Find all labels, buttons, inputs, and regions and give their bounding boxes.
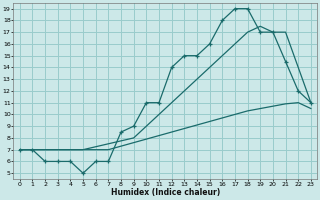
X-axis label: Humidex (Indice chaleur): Humidex (Indice chaleur)	[111, 188, 220, 197]
